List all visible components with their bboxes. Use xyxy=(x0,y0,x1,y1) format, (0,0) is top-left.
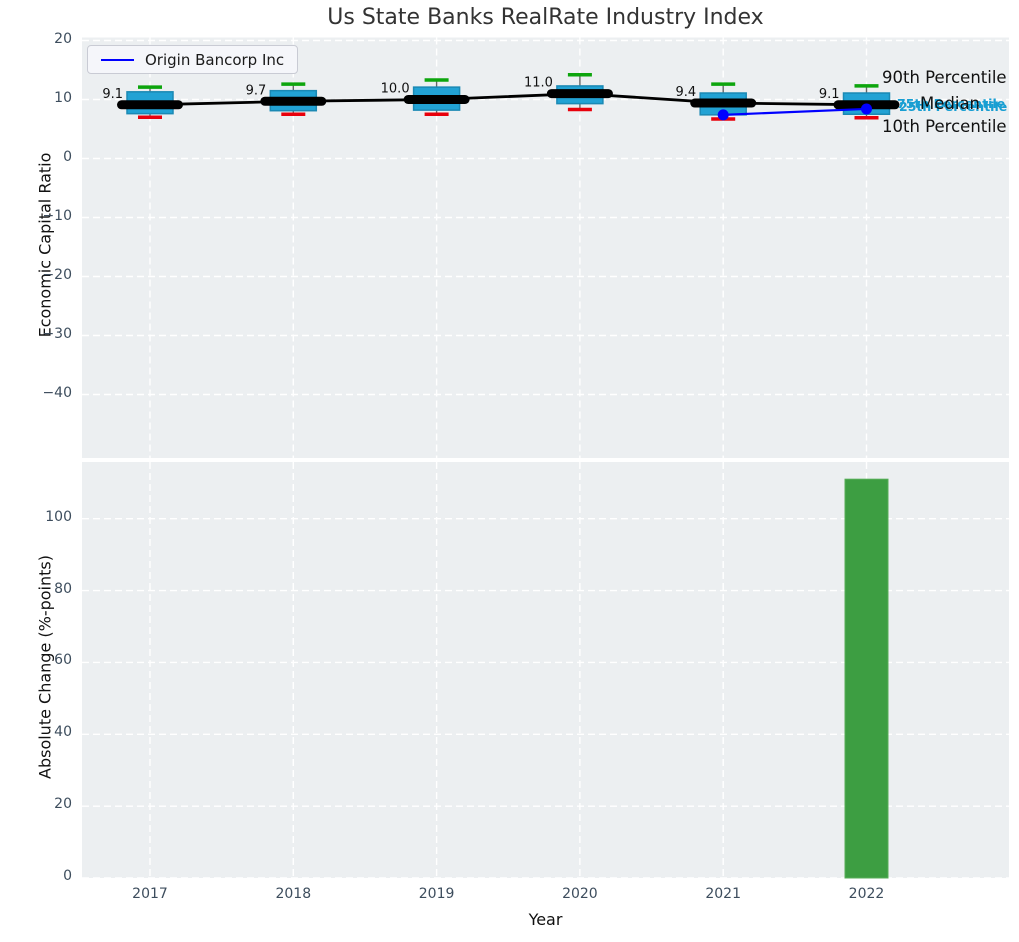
bottom-y-tick-20: 20 xyxy=(54,796,72,813)
x-tick-2017: 2017 xyxy=(132,886,168,902)
median-value-label-2019: 10.0 xyxy=(381,82,410,97)
bar-2022 xyxy=(844,478,889,879)
x-tick-2020: 2020 xyxy=(562,886,598,902)
median-bar-2019 xyxy=(403,95,470,104)
label-75th-percentile: 75th Percentile xyxy=(897,96,1006,111)
top-y-tick-20: 20 xyxy=(54,30,72,47)
top-y-tick--10: −10 xyxy=(42,207,72,224)
x-tick-2018: 2018 xyxy=(275,886,312,902)
chart-title: Us State Banks RealRate Industry Index xyxy=(327,5,764,30)
company-point-2021 xyxy=(717,109,729,121)
x-tick-2021: 2021 xyxy=(705,886,741,902)
top-y-tick-0: 0 xyxy=(63,148,72,165)
median-value-label-2018: 9.7 xyxy=(246,83,267,98)
legend-line-icon xyxy=(101,58,134,61)
legend-label: Origin Bancorp Inc xyxy=(145,50,285,69)
median-value-label-2021: 9.4 xyxy=(676,85,697,100)
bottom-y-tick-0: 0 xyxy=(63,868,72,884)
top-y-tick--30: −30 xyxy=(42,325,72,342)
label-median: Median xyxy=(920,94,981,113)
top-y-tick--40: −40 xyxy=(42,384,72,401)
median-bar-2021 xyxy=(690,98,757,108)
median-bar-2017 xyxy=(117,100,183,110)
top-y-tick-10: 10 xyxy=(54,89,72,106)
x-axis-label: Year xyxy=(528,910,563,929)
x-tick-2022: 2022 xyxy=(848,886,885,902)
legend: Origin Bancorp Inc xyxy=(87,45,299,74)
bottom-y-tick-40: 40 xyxy=(54,724,72,741)
top-y-axis-label: Economic Capital Ratio xyxy=(35,152,55,338)
median-value-label-2022: 9.1 xyxy=(819,87,840,102)
median-bar-2020 xyxy=(546,89,613,99)
median-value-label-2020: 11.0 xyxy=(524,76,553,91)
company-point-2022 xyxy=(861,103,872,115)
bottom-y-tick-100: 100 xyxy=(45,508,72,525)
median-value-label-2017: 9.1 xyxy=(102,87,123,102)
top-y-tick--20: −20 xyxy=(42,266,72,283)
bottom-y-tick-80: 80 xyxy=(54,580,72,597)
x-tick-2019: 2019 xyxy=(418,886,455,902)
label-90th-percentile: 90th Percentile xyxy=(882,68,1007,87)
median-bar-2018 xyxy=(260,96,327,106)
bottom-y-tick-60: 60 xyxy=(54,652,72,669)
label-25th-percentile: 25th Percentile xyxy=(899,99,1008,114)
label-10th-percentile: 10th Percentile xyxy=(882,117,1007,136)
company-line xyxy=(723,107,867,116)
